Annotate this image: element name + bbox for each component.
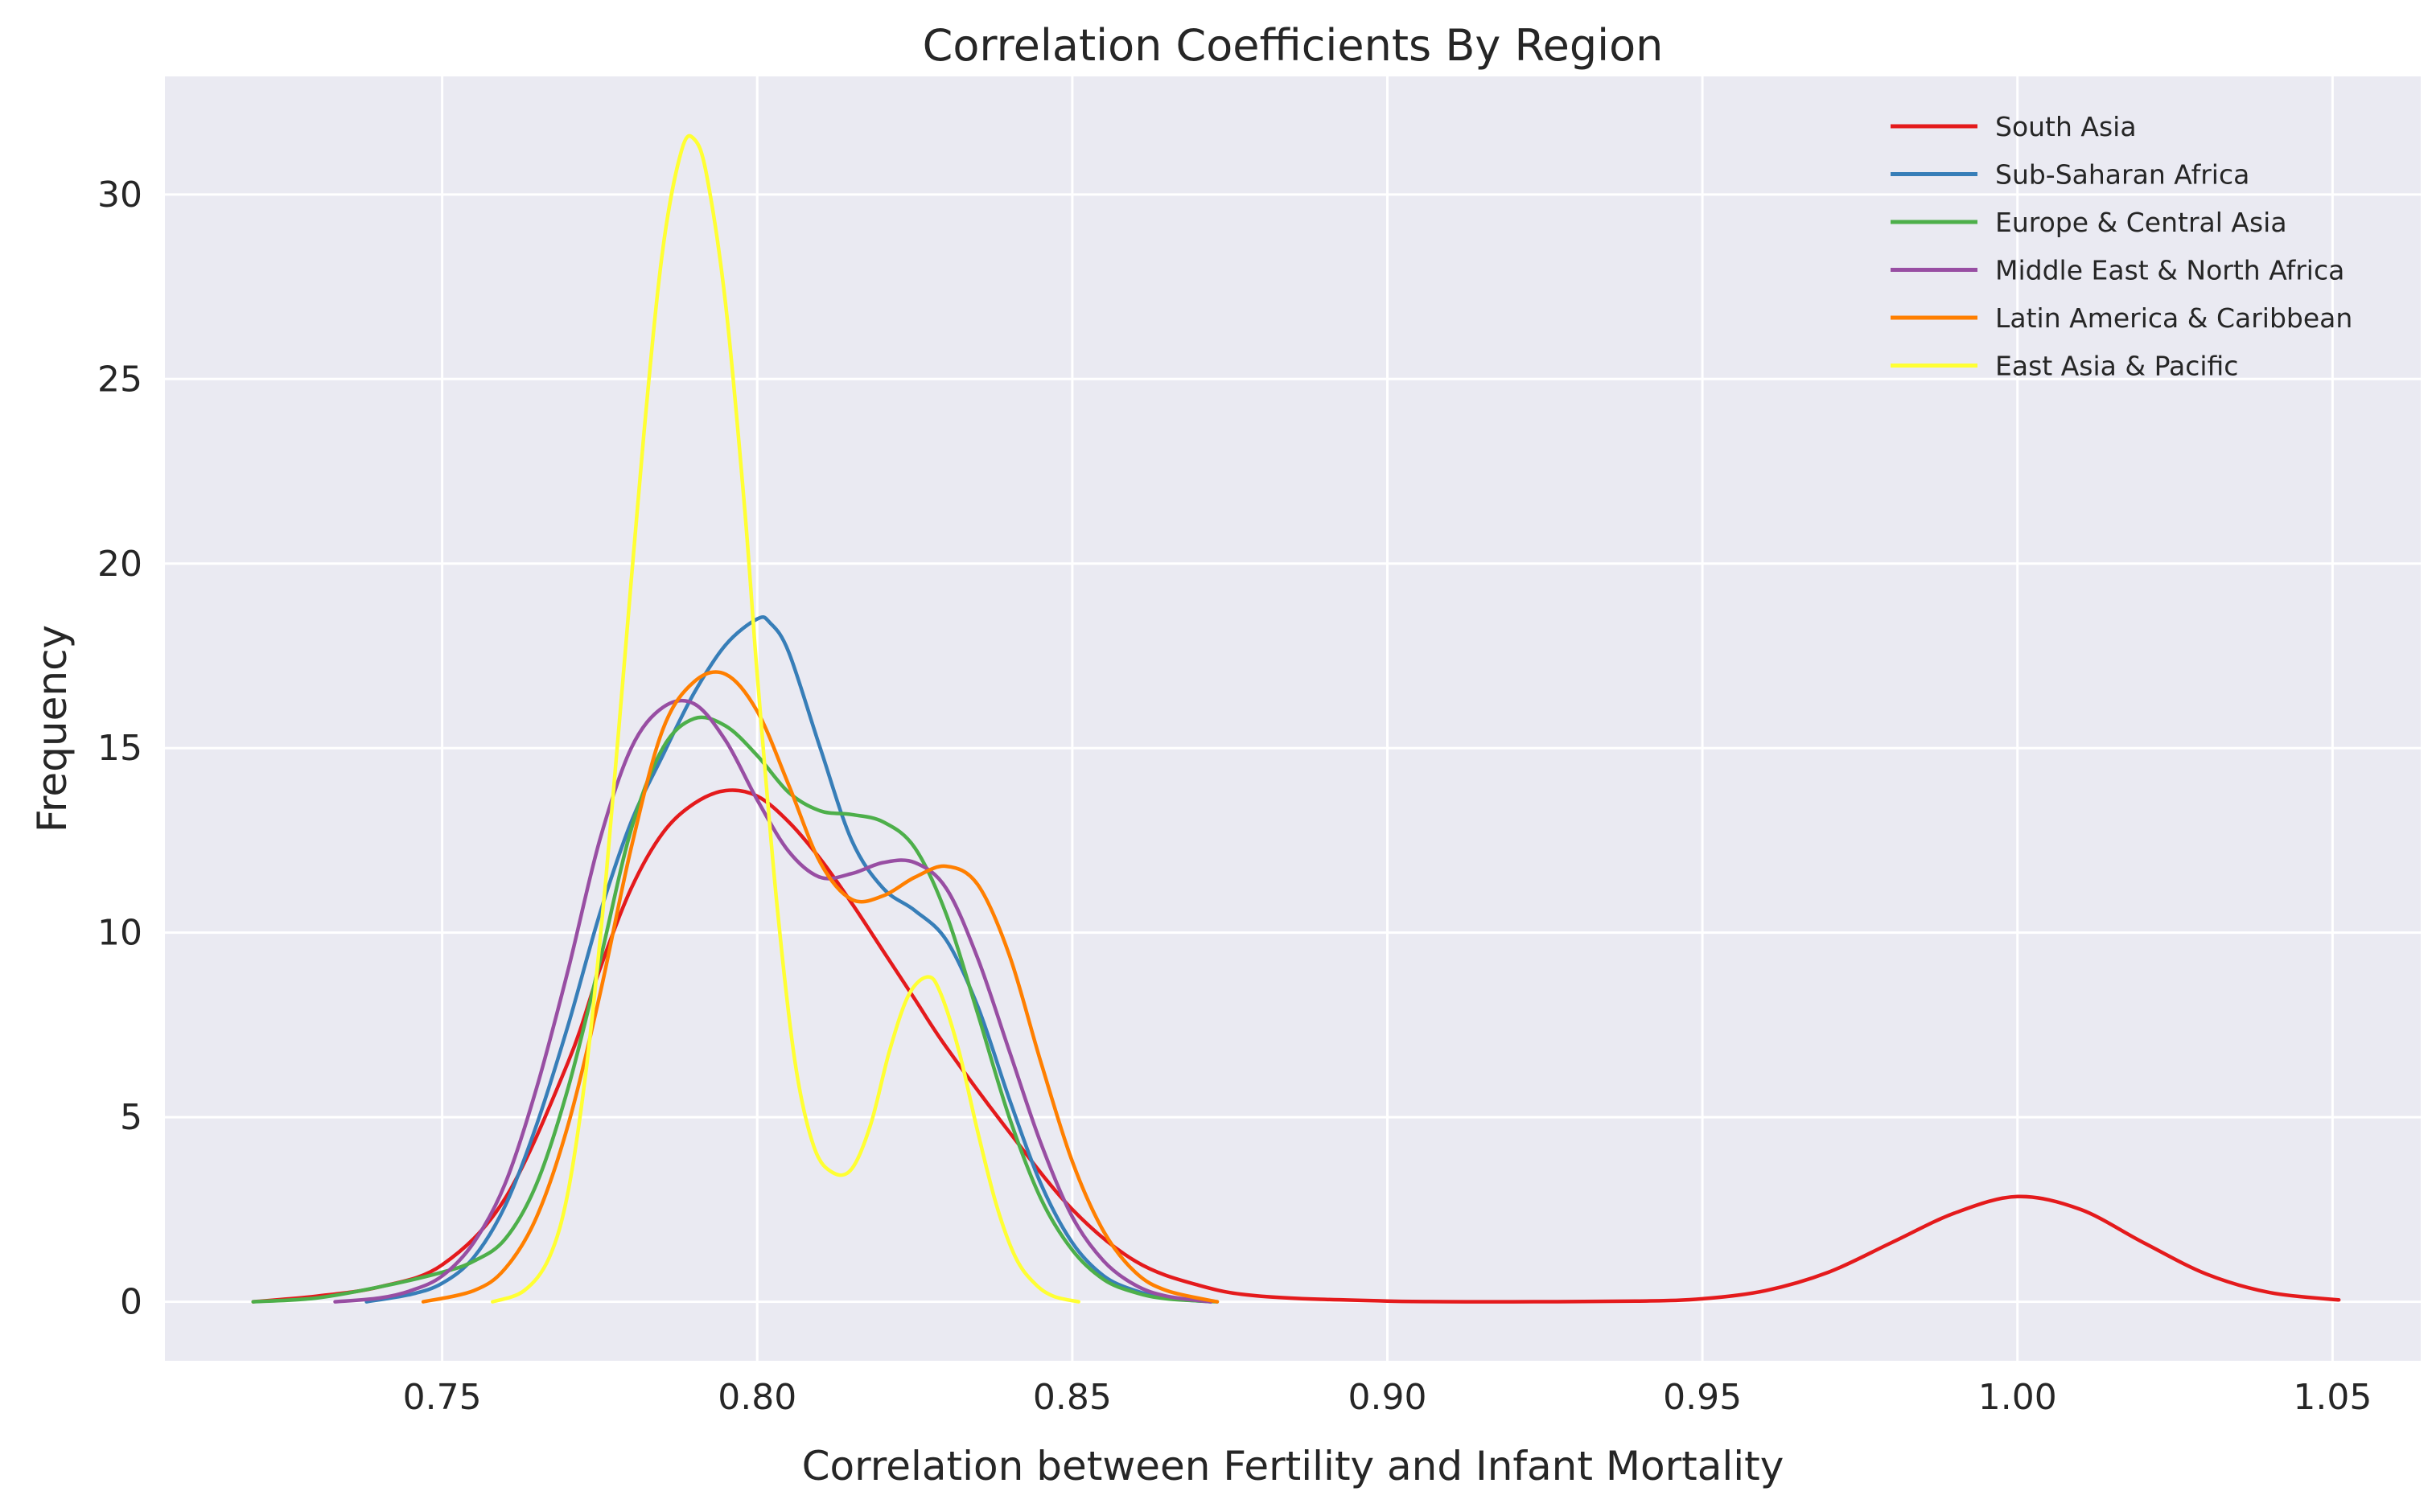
x-tick-label: 0.90: [1348, 1377, 1427, 1418]
x-axis-title: Correlation between Fertility and Infant…: [802, 1443, 1784, 1489]
legend-label: Latin America & Caribbean: [1995, 302, 2352, 334]
legend-label: Europe & Central Asia: [1995, 207, 2287, 238]
series-line-europe-central-asia: [251, 715, 1220, 1304]
y-axis-title: Frequency: [29, 625, 76, 832]
y-tick-label: 0: [120, 1282, 142, 1323]
series-line-middle-east-north-africa: [333, 698, 1213, 1304]
y-tick-label: 30: [97, 175, 142, 216]
series-line-latin-america-caribbean: [421, 670, 1220, 1304]
legend: South Asia Sub-Saharan Africa Europe & Cen…: [1891, 111, 2352, 382]
plot-area-background: [165, 76, 2421, 1361]
x-tick-label: 0.95: [1663, 1377, 1742, 1418]
x-tick-label: 1.05: [2293, 1377, 2372, 1418]
legend-label: Sub-Saharan Africa: [1995, 159, 2249, 191]
y-tick-label: 25: [97, 359, 142, 400]
x-tick-label: 1.00: [1978, 1377, 2057, 1418]
series-line-sub-saharan-africa: [364, 614, 1213, 1304]
series-line-east-asia-pacific: [491, 134, 1080, 1304]
y-tick-labels: 0 5 10 15 20 25 30: [97, 175, 142, 1323]
y-tick-label: 10: [97, 913, 142, 954]
chart-title: Correlation Coefficients By Region: [923, 20, 1664, 71]
x-tick-label: 0.75: [403, 1377, 482, 1418]
legend-label: East Asia & Pacific: [1995, 351, 2238, 382]
legend-label: South Asia: [1995, 111, 2137, 142]
y-tick-label: 20: [97, 544, 142, 585]
y-tick-label: 15: [97, 728, 142, 769]
legend-label: Middle East & North Africa: [1995, 255, 2344, 286]
x-tick-label: 0.85: [1033, 1377, 1112, 1418]
y-tick-label: 5: [120, 1097, 142, 1138]
x-tick-label: 0.80: [718, 1377, 796, 1418]
x-tick-labels: 0.75 0.80 0.85 0.90 0.95 1.00 1.05: [403, 1377, 2372, 1418]
series-lines: [251, 134, 2341, 1304]
